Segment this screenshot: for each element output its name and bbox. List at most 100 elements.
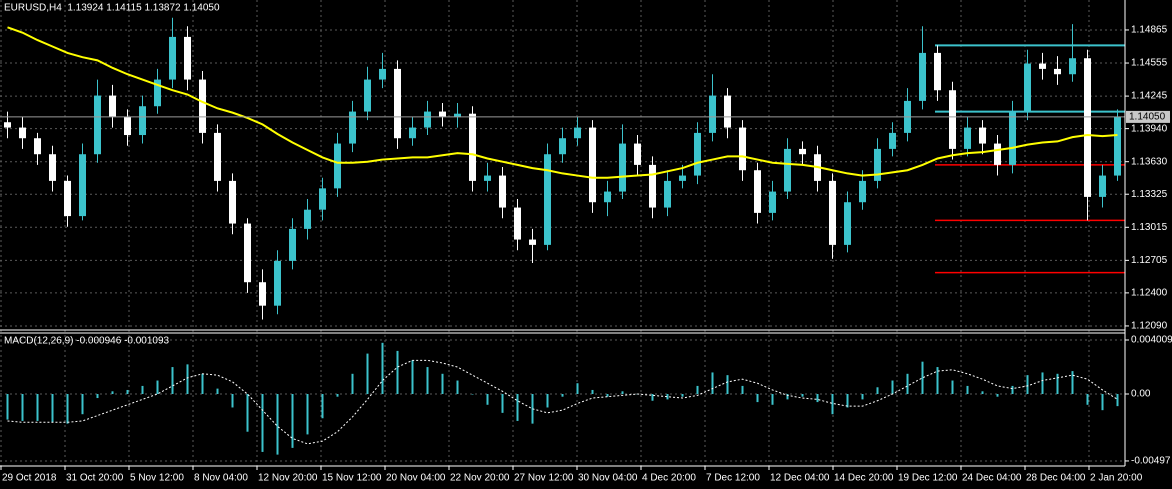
macd-bar	[516, 394, 519, 421]
candle-body	[739, 127, 746, 171]
macd-bar	[771, 394, 774, 405]
macd-bar	[156, 380, 159, 395]
candle-body	[154, 79, 161, 107]
candle-body	[214, 132, 221, 181]
candle-body	[574, 127, 581, 139]
y-tick-label: 1.13325	[1131, 189, 1168, 200]
macd-bar	[741, 385, 744, 395]
macd-bar	[576, 383, 579, 395]
macd-bar	[951, 380, 954, 395]
macd-bar	[696, 385, 699, 395]
macd-bar	[1041, 372, 1044, 395]
macd-title: MACD(12,26,9) -0.000946 -0.001093	[4, 336, 170, 347]
macd-bar	[426, 367, 429, 395]
candle-body	[604, 191, 611, 203]
candle-body	[859, 180, 866, 203]
candle-body	[1114, 116, 1121, 176]
x-tick-label: 29 Oct 2018	[2, 473, 57, 484]
candle-body	[349, 111, 356, 144]
macd-bar	[171, 367, 174, 395]
candle-body	[679, 175, 686, 181]
y-tick-label: 0.00	[1131, 389, 1151, 400]
macd-bar	[96, 394, 99, 399]
macd-bar	[786, 394, 789, 400]
candle-body	[334, 143, 341, 189]
x-tick-label: 20 Nov 04:00	[386, 473, 446, 484]
x-tick-label: 7 Dec 12:00	[706, 473, 760, 484]
x-tick-label: 4 Dec 20:00	[642, 473, 696, 484]
macd-bar	[1056, 373, 1059, 395]
macd-bar	[1101, 394, 1104, 411]
macd-bar	[51, 394, 54, 423]
plot	[0, 17, 1125, 455]
candle-body	[259, 282, 266, 306]
candle-body	[1069, 58, 1076, 75]
y-tick-label: 0.004009	[1131, 335, 1172, 346]
candle-body	[979, 127, 986, 144]
candle-body	[484, 175, 491, 181]
x-tick-label: 12 Dec 04:00	[770, 473, 830, 484]
macd-bar	[681, 394, 684, 397]
candle-body	[949, 90, 956, 149]
macd-bar	[501, 394, 504, 413]
candle-body	[34, 138, 41, 155]
candle-body	[379, 68, 386, 80]
macd-bar	[531, 394, 534, 424]
x-tick-label: 30 Nov 04:00	[578, 473, 638, 484]
candle-body	[829, 180, 836, 245]
candle-body	[199, 79, 206, 133]
macd-bar	[981, 391, 984, 395]
candle-body	[469, 113, 476, 181]
candle-body	[304, 209, 311, 229]
y-tick-label: 1.13940	[1131, 123, 1168, 134]
candle-body	[1099, 175, 1106, 197]
macd-bar	[726, 375, 729, 395]
candle-body	[1024, 63, 1031, 112]
macd-bar	[486, 394, 489, 405]
macd-bar	[1026, 375, 1029, 395]
macd-bar	[366, 353, 369, 395]
macd-bar	[921, 361, 924, 395]
candle-body	[244, 223, 251, 283]
candle-body	[754, 170, 761, 213]
macd-bar	[1086, 394, 1089, 405]
macd-bar	[546, 394, 549, 408]
x-tick-label: 22 Nov 20:00	[450, 473, 510, 484]
candle-body	[964, 127, 971, 149]
macd-bar	[6, 394, 9, 420]
current-price-label: 1.14050	[1129, 112, 1166, 123]
x-tick-label: 12 Nov 20:00	[258, 473, 318, 484]
candle-body	[724, 95, 731, 128]
macd-bar	[336, 394, 339, 397]
candle-body	[889, 132, 896, 149]
macd-bar	[81, 394, 84, 415]
macd-bar	[441, 373, 444, 395]
macd-bar	[666, 394, 669, 400]
y-tick-label: 1.12400	[1131, 288, 1168, 299]
candle-body	[64, 180, 71, 217]
candle-body	[319, 188, 326, 210]
macd-bar	[621, 391, 624, 395]
candle-body	[589, 127, 596, 203]
candle-body	[4, 122, 11, 128]
candle-body	[79, 154, 86, 217]
macd-bar	[186, 364, 189, 395]
current-price-box	[1126, 110, 1170, 123]
x-tick-label: 19 Dec 12:00	[898, 473, 958, 484]
candle-body	[19, 127, 26, 139]
macd-bar	[261, 394, 264, 452]
candle-body	[1054, 68, 1061, 75]
macd-bar	[711, 372, 714, 395]
x-tick-label: 24 Dec 04:00	[962, 473, 1022, 484]
macd-bar	[381, 342, 384, 395]
macd-bar	[1011, 385, 1014, 395]
candle-body	[784, 148, 791, 192]
macd-bar	[561, 394, 564, 397]
macd-bar	[936, 367, 939, 395]
macd-bar	[471, 394, 474, 395]
candle-body	[634, 143, 641, 165]
macd-bar	[801, 394, 804, 397]
candle-body	[124, 116, 131, 136]
candle-body	[49, 154, 56, 181]
